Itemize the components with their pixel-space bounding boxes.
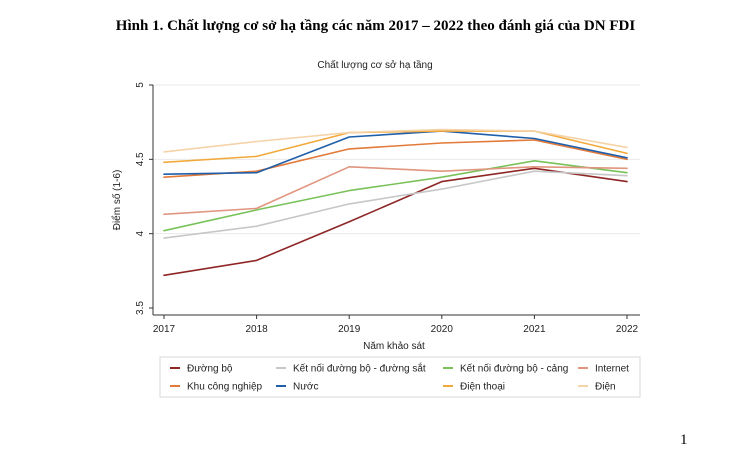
x-tick-label-1: 2018 [245, 324, 268, 335]
legend: Đường bộ Kết nối đường bộ - đường sắt Kết … [159, 356, 641, 398]
y-tick-label-0: 3.5 [135, 301, 146, 315]
legend-label-5: Nước [293, 382, 318, 393]
series-line-3 [163, 166, 628, 216]
legend-box [159, 356, 641, 398]
legend-label-1: Kết nối đường bộ - đường sắt [293, 362, 426, 375]
legend-label-0: Đường bộ [187, 364, 233, 375]
page-number: 1 [680, 432, 688, 448]
x-tick-label-5: 2022 [616, 324, 639, 335]
legend-label-4: Khu công nghiệp [187, 382, 263, 393]
series-line-5 [163, 130, 628, 175]
chart-title: Chất lượng cơ sở hạ tầng [317, 59, 432, 71]
x-tick-label-4: 2021 [523, 324, 546, 335]
y-axis-label: Điểm số (1-6) [111, 170, 123, 231]
axes: 3.5 4 4.5 5 2017 2018 2019 2020 2021 2022 [135, 82, 640, 335]
x-tick-label-2: 2019 [338, 324, 361, 335]
series-line-2 [163, 160, 628, 232]
series-lines [163, 128, 628, 277]
y-tick-label-1: 4 [135, 230, 146, 236]
x-tick-label-3: 2020 [431, 324, 454, 335]
figure-caption: Hình 1. Chất lượng cơ sở hạ tầng các năm… [115, 18, 636, 34]
series-line-7 [163, 128, 628, 153]
y-tick-label-2: 4.5 [135, 152, 146, 166]
series-line-0 [163, 167, 628, 277]
legend-label-7: Điện [595, 382, 616, 393]
legend-label-2: Kết nối đường bộ - cảng [460, 363, 568, 375]
y-tick-label-3: 5 [135, 82, 146, 88]
x-axis-label: Năm khảo sát [363, 341, 425, 352]
gridlines [153, 84, 640, 235]
legend-label-3: Internet [595, 364, 629, 375]
series-line-1 [163, 170, 628, 239]
legend-label-6: Điện thoại [460, 382, 505, 393]
x-tick-label-0: 2017 [153, 324, 176, 335]
